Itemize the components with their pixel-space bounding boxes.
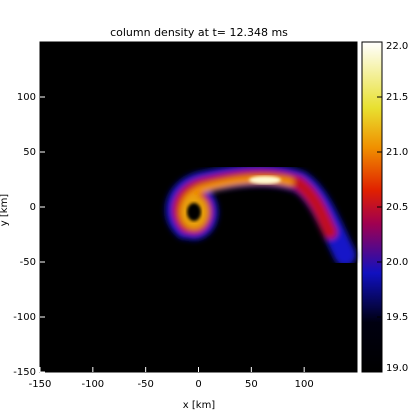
chart-title: column density at t= 12.348 ms bbox=[110, 26, 288, 39]
colorbar-tick-label: 21.0 bbox=[386, 147, 408, 158]
y-tick-label: 100 bbox=[17, 92, 36, 103]
y-tick-label: 0 bbox=[30, 202, 36, 213]
colorbar-tick-label: 19.0 bbox=[386, 363, 408, 374]
colorbar-tick-label: 20.0 bbox=[386, 257, 408, 268]
y-axis-label: y [km] bbox=[0, 194, 10, 227]
x-axis-label: x [km] bbox=[183, 400, 216, 411]
y-tick-label: 50 bbox=[23, 147, 36, 158]
x-tick-label: 0 bbox=[195, 379, 201, 390]
x-tick-label: -50 bbox=[137, 379, 153, 390]
colorbar-tick-label: 21.5 bbox=[386, 92, 408, 103]
density-field bbox=[165, 164, 356, 266]
y-tick-label: -150 bbox=[13, 367, 36, 378]
y-tick-label: -100 bbox=[13, 312, 36, 323]
x-tick-label: 50 bbox=[245, 379, 258, 390]
x-tick-label: -100 bbox=[81, 379, 104, 390]
colorbar-tick-label: 20.5 bbox=[386, 202, 408, 213]
x-tick-label: 100 bbox=[295, 379, 314, 390]
colorbar-tick-label: 19.5 bbox=[386, 312, 408, 323]
y-tick-label: -50 bbox=[20, 257, 36, 268]
x-tick-label: -150 bbox=[29, 379, 52, 390]
colorbar-tick-label: 22.0 bbox=[386, 41, 408, 52]
